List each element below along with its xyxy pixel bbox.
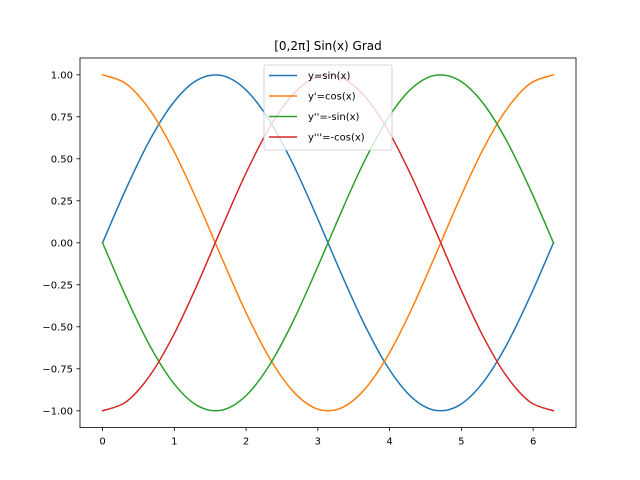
x-tick-label-2: 2 xyxy=(243,437,249,448)
x-tick-label-5: 5 xyxy=(458,437,464,448)
x-tick-label-4: 4 xyxy=(386,437,392,448)
legend-label-0: y=sin(x) xyxy=(308,71,350,82)
y-tick-label-7: 0.75 xyxy=(51,112,73,123)
y-tick-label-0: −1.00 xyxy=(42,406,73,417)
legend-frame xyxy=(263,64,393,151)
legend-label-1: y'=cos(x) xyxy=(308,92,356,103)
legend-label-3: y'''=-cos(x) xyxy=(308,133,365,144)
y-tick-label-3: −0.25 xyxy=(42,280,73,291)
y-tick-label-8: 1.00 xyxy=(51,70,73,81)
x-tick-label-6: 6 xyxy=(530,437,536,448)
y-tick-label-1: −0.75 xyxy=(42,364,73,375)
chart-title: [0,2π] Sin(x) Grad xyxy=(274,39,382,53)
y-tick-label-2: −0.50 xyxy=(42,322,73,333)
y-axis: −1.00 −0.75 −0.50 −0.25 0.00 0.25 0.50 0.75 1.00 xyxy=(42,70,80,417)
y-tick-label-4: 0.00 xyxy=(51,238,73,249)
y-tick-label-5: 0.25 xyxy=(51,196,73,207)
series-line-2 xyxy=(101,74,555,412)
x-tick-label-3: 3 xyxy=(315,437,321,448)
y-tick-label-6: 0.50 xyxy=(51,154,73,165)
legend-label-2: y''=-sin(x) xyxy=(308,112,360,123)
x-axis: 0 1 2 3 4 5 6 xyxy=(99,427,536,448)
x-tick-label-0: 0 xyxy=(99,437,105,448)
x-tick-label-1: 1 xyxy=(171,437,177,448)
series-line-1 xyxy=(101,73,555,412)
legend: y=sin(x) y'=cos(x) y''=-sin(x) y'''=-cos(x) xyxy=(263,64,393,151)
